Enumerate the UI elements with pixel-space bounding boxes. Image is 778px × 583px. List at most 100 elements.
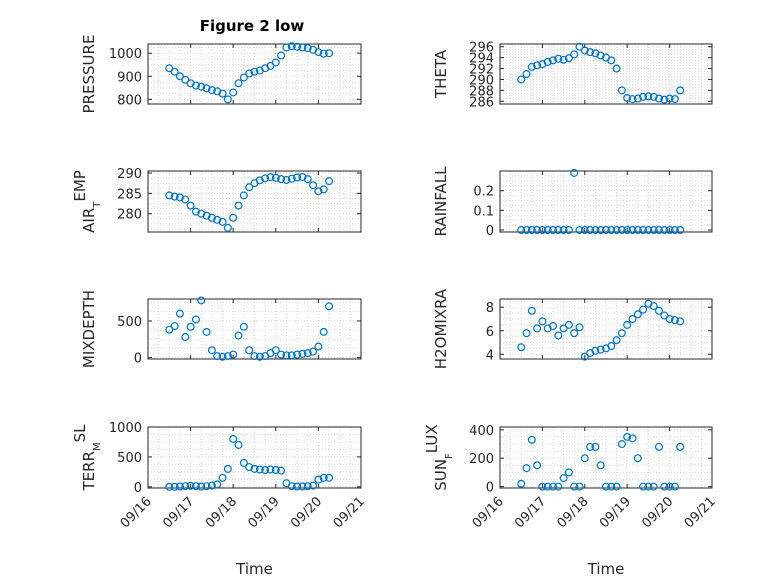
y-tick-label: 288 (469, 84, 494, 99)
data-point (564, 54, 573, 63)
data-point (654, 226, 663, 235)
data-point (660, 95, 669, 104)
data-point (670, 316, 679, 325)
data-point (165, 482, 174, 491)
data-point (607, 56, 616, 65)
data-point (207, 86, 216, 95)
data-point (533, 226, 542, 235)
data-point (617, 226, 626, 235)
x-axis-label: Time (587, 560, 625, 578)
data-point (522, 329, 531, 338)
data-point (580, 454, 589, 463)
y-tick-label: 500 (117, 315, 142, 330)
y-tick-label: 900 (117, 70, 142, 85)
data-point (277, 350, 286, 359)
data-point (670, 95, 679, 104)
data-point (670, 482, 679, 491)
data-point (628, 226, 637, 235)
data-point (538, 317, 547, 326)
data-point (234, 201, 243, 210)
data-point (554, 482, 563, 491)
data-point (303, 482, 312, 491)
data-point (314, 48, 323, 57)
data-point (213, 480, 222, 489)
data-point (591, 346, 600, 355)
axes-frame (499, 43, 713, 105)
data-point (612, 482, 621, 491)
data-point (207, 213, 216, 222)
data-point (570, 329, 579, 338)
data-point (559, 474, 568, 483)
data-point (564, 468, 573, 477)
data-point (580, 46, 589, 55)
data-point (223, 352, 232, 361)
data-point (239, 458, 248, 467)
data-point (591, 442, 600, 451)
data-point (601, 226, 610, 235)
data-point (665, 482, 674, 491)
data-point (527, 62, 536, 71)
data-point (271, 173, 280, 182)
y-axis-label-rest: SL (71, 424, 89, 443)
data-point (649, 482, 658, 491)
data-point (287, 174, 296, 183)
data-point (282, 175, 291, 184)
data-point (287, 351, 296, 360)
data-point (533, 324, 542, 333)
data-point (533, 461, 542, 470)
data-point (633, 94, 642, 103)
y-tick-label: 280 (117, 208, 142, 223)
data-point (522, 226, 531, 235)
data-point (261, 466, 270, 475)
data-point (250, 464, 259, 473)
data-point (633, 226, 642, 235)
data-point (319, 49, 328, 58)
data-point (181, 333, 190, 342)
data-point (170, 67, 179, 76)
data-point (186, 201, 195, 210)
data-point (277, 51, 286, 60)
x-tick-label: 09/21 (682, 494, 719, 531)
data-point (309, 181, 318, 190)
data-point (533, 61, 542, 70)
data-point (559, 226, 568, 235)
data-point (617, 440, 626, 449)
y-axis-label: SUNFLUX (423, 424, 455, 490)
data-point (591, 49, 600, 58)
data-point (575, 323, 584, 332)
data-point (607, 482, 616, 491)
data-point (191, 81, 200, 90)
data-point (607, 226, 616, 235)
data-point (314, 475, 323, 484)
data-point (639, 92, 648, 101)
data-point (644, 92, 653, 101)
y-tick-label: 290 (469, 73, 494, 88)
data-point (586, 442, 595, 451)
data-point (586, 48, 595, 57)
data-point (261, 174, 270, 183)
subplot-h2omixra: 4 6 8 H2OMIXRA (432, 288, 713, 369)
data-point (623, 432, 632, 441)
x-tick-label: 09/20 (288, 494, 325, 531)
data-point (223, 95, 232, 104)
y-tick-label: 500 (117, 451, 142, 466)
subplot-terr-msl: 0 500 1000 09/16 09/17 09/18 09/19 09/20 09/21 TE… (71, 421, 368, 578)
data-point (271, 346, 280, 355)
data-point (654, 94, 663, 103)
data-point (245, 69, 254, 78)
data-point (293, 482, 302, 491)
data-point (202, 84, 211, 93)
y-tick-label: 290 (117, 167, 142, 182)
data-point (266, 173, 275, 182)
data-point (538, 226, 547, 235)
data-point (548, 226, 557, 235)
data-point (517, 343, 526, 352)
data-point (325, 302, 334, 311)
y-axis-label: TERRMSL (71, 424, 103, 492)
data-point (175, 309, 184, 318)
y-tick-label: 0 (486, 481, 494, 496)
data-point (596, 226, 605, 235)
data-point (644, 226, 653, 235)
data-point (282, 351, 291, 360)
